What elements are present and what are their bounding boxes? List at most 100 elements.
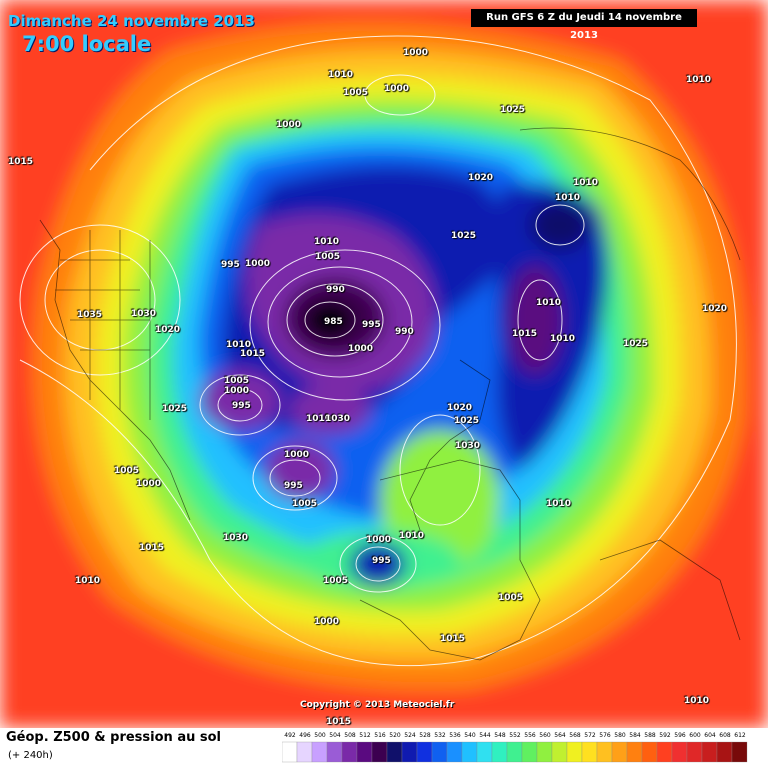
- scale-tick-label: 608: [719, 732, 731, 739]
- scale-tick-label: 604: [704, 732, 716, 739]
- isobar-label: 1010: [550, 334, 576, 344]
- forecast-time: 7:00 locale: [22, 32, 152, 56]
- forecast-date: Dimanche 24 novembre 2013: [8, 12, 255, 30]
- isobar-label: 1020: [702, 304, 728, 314]
- isobar-label: 1015: [139, 543, 165, 553]
- isobar-label: 1015: [326, 717, 352, 727]
- isobar-label: 1010: [314, 237, 340, 247]
- isobar-label: 1025: [500, 105, 526, 115]
- isobar-label: 1020: [155, 325, 181, 335]
- color-swatch: [566, 741, 583, 763]
- scale-tick-label: 540: [464, 732, 476, 739]
- scale-tick-label: 536: [449, 732, 461, 739]
- isobar-label: 1000: [366, 535, 392, 545]
- color-swatch: [536, 741, 553, 763]
- isobar-label: 1025: [451, 231, 477, 241]
- isobar-label: 1015: [8, 157, 34, 167]
- isobar-label: 995: [372, 556, 391, 566]
- isobar-label: 1010: [75, 576, 101, 586]
- color-swatch: [716, 741, 733, 763]
- isobar-label: 1015: [440, 634, 466, 644]
- scale-tick-label: 588: [644, 732, 656, 739]
- isobar-label: 995: [232, 401, 251, 411]
- scale-tick-label: 596: [674, 732, 686, 739]
- isobar-label: 1000: [136, 479, 162, 489]
- isobar-label: 1005: [114, 466, 140, 476]
- color-swatch: [626, 741, 643, 763]
- isobar-label: 1035: [77, 310, 103, 320]
- isobar-label: 1025: [623, 339, 649, 349]
- scale-tick-label: 568: [569, 732, 581, 739]
- isobar-label: 1010: [546, 499, 572, 509]
- color-swatch: [656, 741, 673, 763]
- isobar-label: 990: [395, 327, 414, 337]
- isobar-label: 1025: [162, 404, 188, 414]
- scale-tick-label: 528: [419, 732, 431, 739]
- isobar-label: 1010: [306, 414, 332, 424]
- scale-tick-label: 524: [404, 732, 416, 739]
- color-swatch: [461, 741, 478, 763]
- isobar-label: 1005: [343, 88, 369, 98]
- color-swatch: [506, 741, 523, 763]
- isobar-label: 1015: [240, 349, 266, 359]
- isobar-label: 1010: [536, 298, 562, 308]
- color-swatch: [476, 741, 493, 763]
- isobar-label: 1010: [686, 75, 712, 85]
- isobar-label: 990: [326, 285, 345, 295]
- isobar-label: 1000: [384, 84, 410, 94]
- scale-tick-label: 492: [284, 732, 296, 739]
- scale-tick-label: 544: [479, 732, 491, 739]
- parameter-label: Géop. Z500 & pression au sol: [6, 730, 221, 745]
- scale-tick-label: 508: [344, 732, 356, 739]
- color-swatch: [386, 741, 403, 763]
- color-swatch: [671, 741, 688, 763]
- color-swatch: [686, 741, 703, 763]
- scale-tick-label: 504: [329, 732, 341, 739]
- color-swatch: [596, 741, 613, 763]
- color-swatch: [551, 741, 568, 763]
- color-scale: [282, 741, 748, 763]
- color-swatch: [491, 741, 508, 763]
- scale-tick-label: 584: [629, 732, 641, 739]
- isobar-label: 1030: [325, 414, 351, 424]
- scale-tick-label: 580: [614, 732, 626, 739]
- legend-bar: Géop. Z500 & pression au sol (+ 240h) 49…: [0, 728, 768, 768]
- color-swatch: [326, 741, 343, 763]
- scale-tick-label: 512: [359, 732, 371, 739]
- isobar-label: 1010: [573, 178, 599, 188]
- color-swatch: [521, 741, 538, 763]
- isobar-label: 1010: [555, 193, 581, 203]
- scale-tick-label: 496: [299, 732, 311, 739]
- isobar-label: 1005: [315, 252, 341, 262]
- isobar-label: 1015: [512, 329, 538, 339]
- isobar-label: 1005: [224, 376, 250, 386]
- color-swatch: [731, 741, 748, 763]
- scale-tick-label: 612: [734, 732, 746, 739]
- isobar-label: 1005: [498, 593, 524, 603]
- isobar-label: 1000: [284, 450, 310, 460]
- scale-tick-label: 548: [494, 732, 506, 739]
- scale-tick-label: 532: [434, 732, 446, 739]
- z500-map: [0, 0, 768, 728]
- color-swatch: [446, 741, 463, 763]
- model-run-label: Run GFS 6 Z du Jeudi 14 novembre 2013: [471, 9, 697, 41]
- color-swatch: [611, 741, 628, 763]
- isobar-label: 1000: [348, 344, 374, 354]
- color-swatch: [401, 741, 418, 763]
- copyright-notice: Copyright © 2013 Meteociel.fr: [300, 700, 455, 710]
- isobar-label: 1020: [468, 173, 494, 183]
- isobar-label: 1020: [447, 403, 473, 413]
- isobar-label: 1030: [131, 309, 157, 319]
- isobar-label: 1000: [276, 120, 302, 130]
- scale-tick-label: 576: [599, 732, 611, 739]
- color-swatch: [356, 741, 373, 763]
- isobar-label: 1010: [399, 531, 425, 541]
- z500-field: [0, 0, 768, 728]
- isobar-label: 1030: [455, 441, 481, 451]
- isobar-label: 985: [324, 317, 343, 327]
- color-swatch: [416, 741, 433, 763]
- isobar-label: 1000: [245, 259, 271, 269]
- isobar-label: 995: [221, 260, 240, 270]
- isobar-label: 1005: [292, 499, 318, 509]
